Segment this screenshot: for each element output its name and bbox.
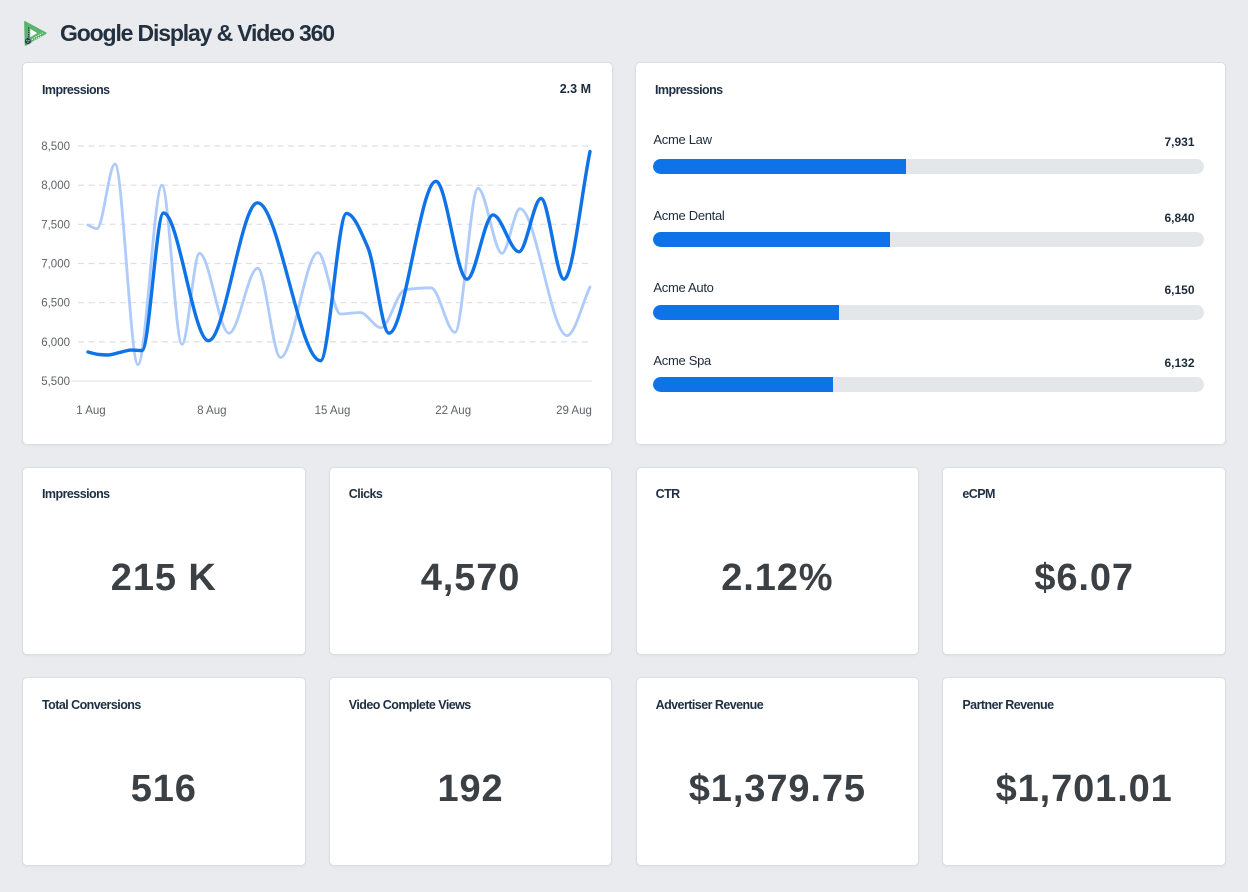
svg-text:22 Aug: 22 Aug xyxy=(435,405,471,417)
svg-text:29 Aug: 29 Aug xyxy=(556,405,592,417)
svg-text:6,000: 6,000 xyxy=(41,337,70,349)
svg-text:8 Aug: 8 Aug xyxy=(197,405,226,417)
svg-text:5,500: 5,500 xyxy=(41,376,70,388)
svg-text:8,500: 8,500 xyxy=(41,141,70,153)
svg-text:7,500: 7,500 xyxy=(41,219,70,231)
svg-text:8,000: 8,000 xyxy=(41,180,70,192)
svg-text:6,500: 6,500 xyxy=(41,298,70,310)
svg-text:15 Aug: 15 Aug xyxy=(315,405,351,417)
svg-text:1 Aug: 1 Aug xyxy=(76,405,105,417)
svg-text:7,000: 7,000 xyxy=(41,259,70,271)
